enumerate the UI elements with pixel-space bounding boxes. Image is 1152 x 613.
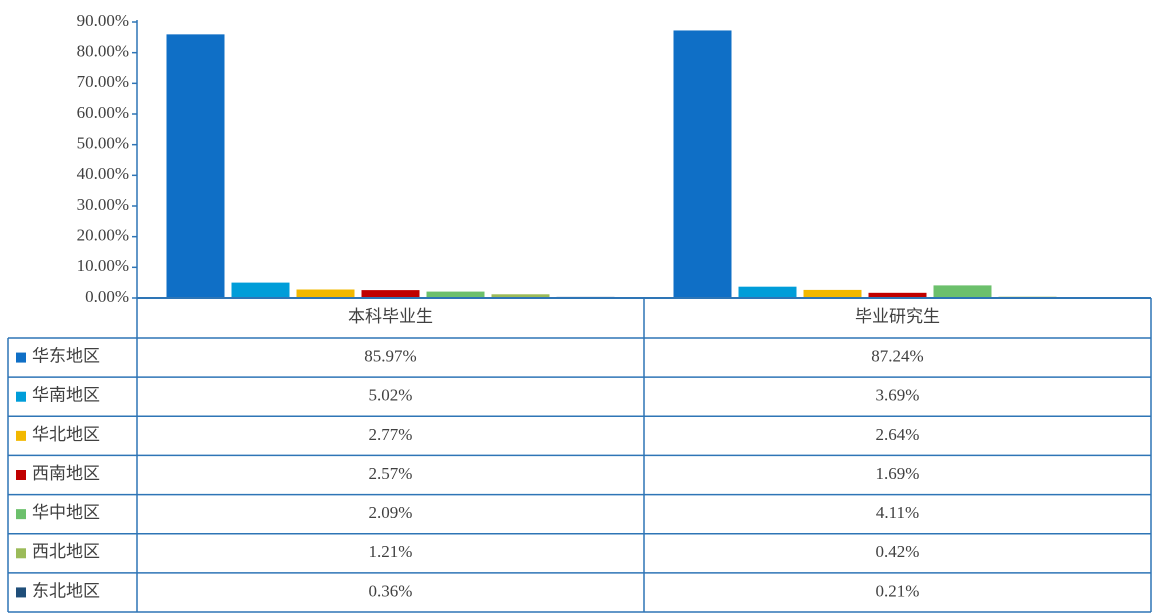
y-tick-label: 90.00%: [77, 11, 129, 30]
legend-label: 华北地区: [32, 425, 100, 444]
legend-key: [16, 352, 26, 363]
legend-label: 东北地区: [32, 581, 100, 600]
bar: [933, 285, 992, 298]
legend-key: [16, 470, 26, 480]
bar: [738, 286, 797, 298]
table-value: 2.64%: [876, 425, 920, 444]
y-tick-label: 60.00%: [77, 103, 129, 122]
y-tick-label: 10.00%: [77, 256, 129, 275]
legend-key: [16, 391, 26, 402]
y-tick-label: 30.00%: [77, 195, 129, 214]
bar: [803, 289, 862, 298]
bar: [491, 294, 550, 298]
legend-label: 华中地区: [32, 503, 100, 522]
y-tick-label: 80.00%: [77, 42, 129, 61]
legend-key: [16, 548, 26, 559]
table-value: 87.24%: [871, 346, 923, 365]
legend-label: 华南地区: [32, 386, 100, 405]
table-value: 1.69%: [876, 464, 920, 483]
y-tick-label: 40.00%: [77, 164, 129, 183]
y-tick-label: 20.00%: [77, 226, 129, 245]
y-tick-label: 50.00%: [77, 134, 129, 153]
legend-key: [16, 509, 26, 520]
bar: [673, 30, 732, 299]
table-value: 2.09%: [369, 503, 413, 522]
table-header: 毕业研究生: [855, 307, 940, 326]
bar: [868, 292, 927, 298]
table-value: 1.21%: [369, 542, 413, 561]
legend-label: 西北地区: [32, 542, 100, 561]
legend-key: [16, 430, 26, 441]
bar: [166, 34, 225, 298]
y-tick-label: 70.00%: [77, 72, 129, 91]
legend-key: [16, 587, 26, 598]
table-value: 0.36%: [369, 581, 413, 600]
table-value: 4.11%: [876, 503, 919, 522]
table-value: 5.02%: [369, 386, 413, 405]
table-value: 2.57%: [369, 464, 413, 483]
table-header: 本科毕业生: [348, 307, 433, 326]
bar: [231, 282, 290, 298]
y-tick-label: 0.00%: [85, 287, 129, 306]
table-value: 0.42%: [876, 542, 920, 561]
table-value: 0.21%: [876, 581, 920, 600]
legend-label: 华东地区: [32, 346, 100, 365]
table-value: 85.97%: [364, 346, 416, 365]
bar: [296, 289, 355, 298]
table-value: 2.77%: [369, 425, 413, 444]
bar: [426, 291, 485, 298]
table-value: 3.69%: [876, 386, 920, 405]
legend-label: 西南地区: [32, 464, 100, 483]
bar: [361, 290, 420, 298]
